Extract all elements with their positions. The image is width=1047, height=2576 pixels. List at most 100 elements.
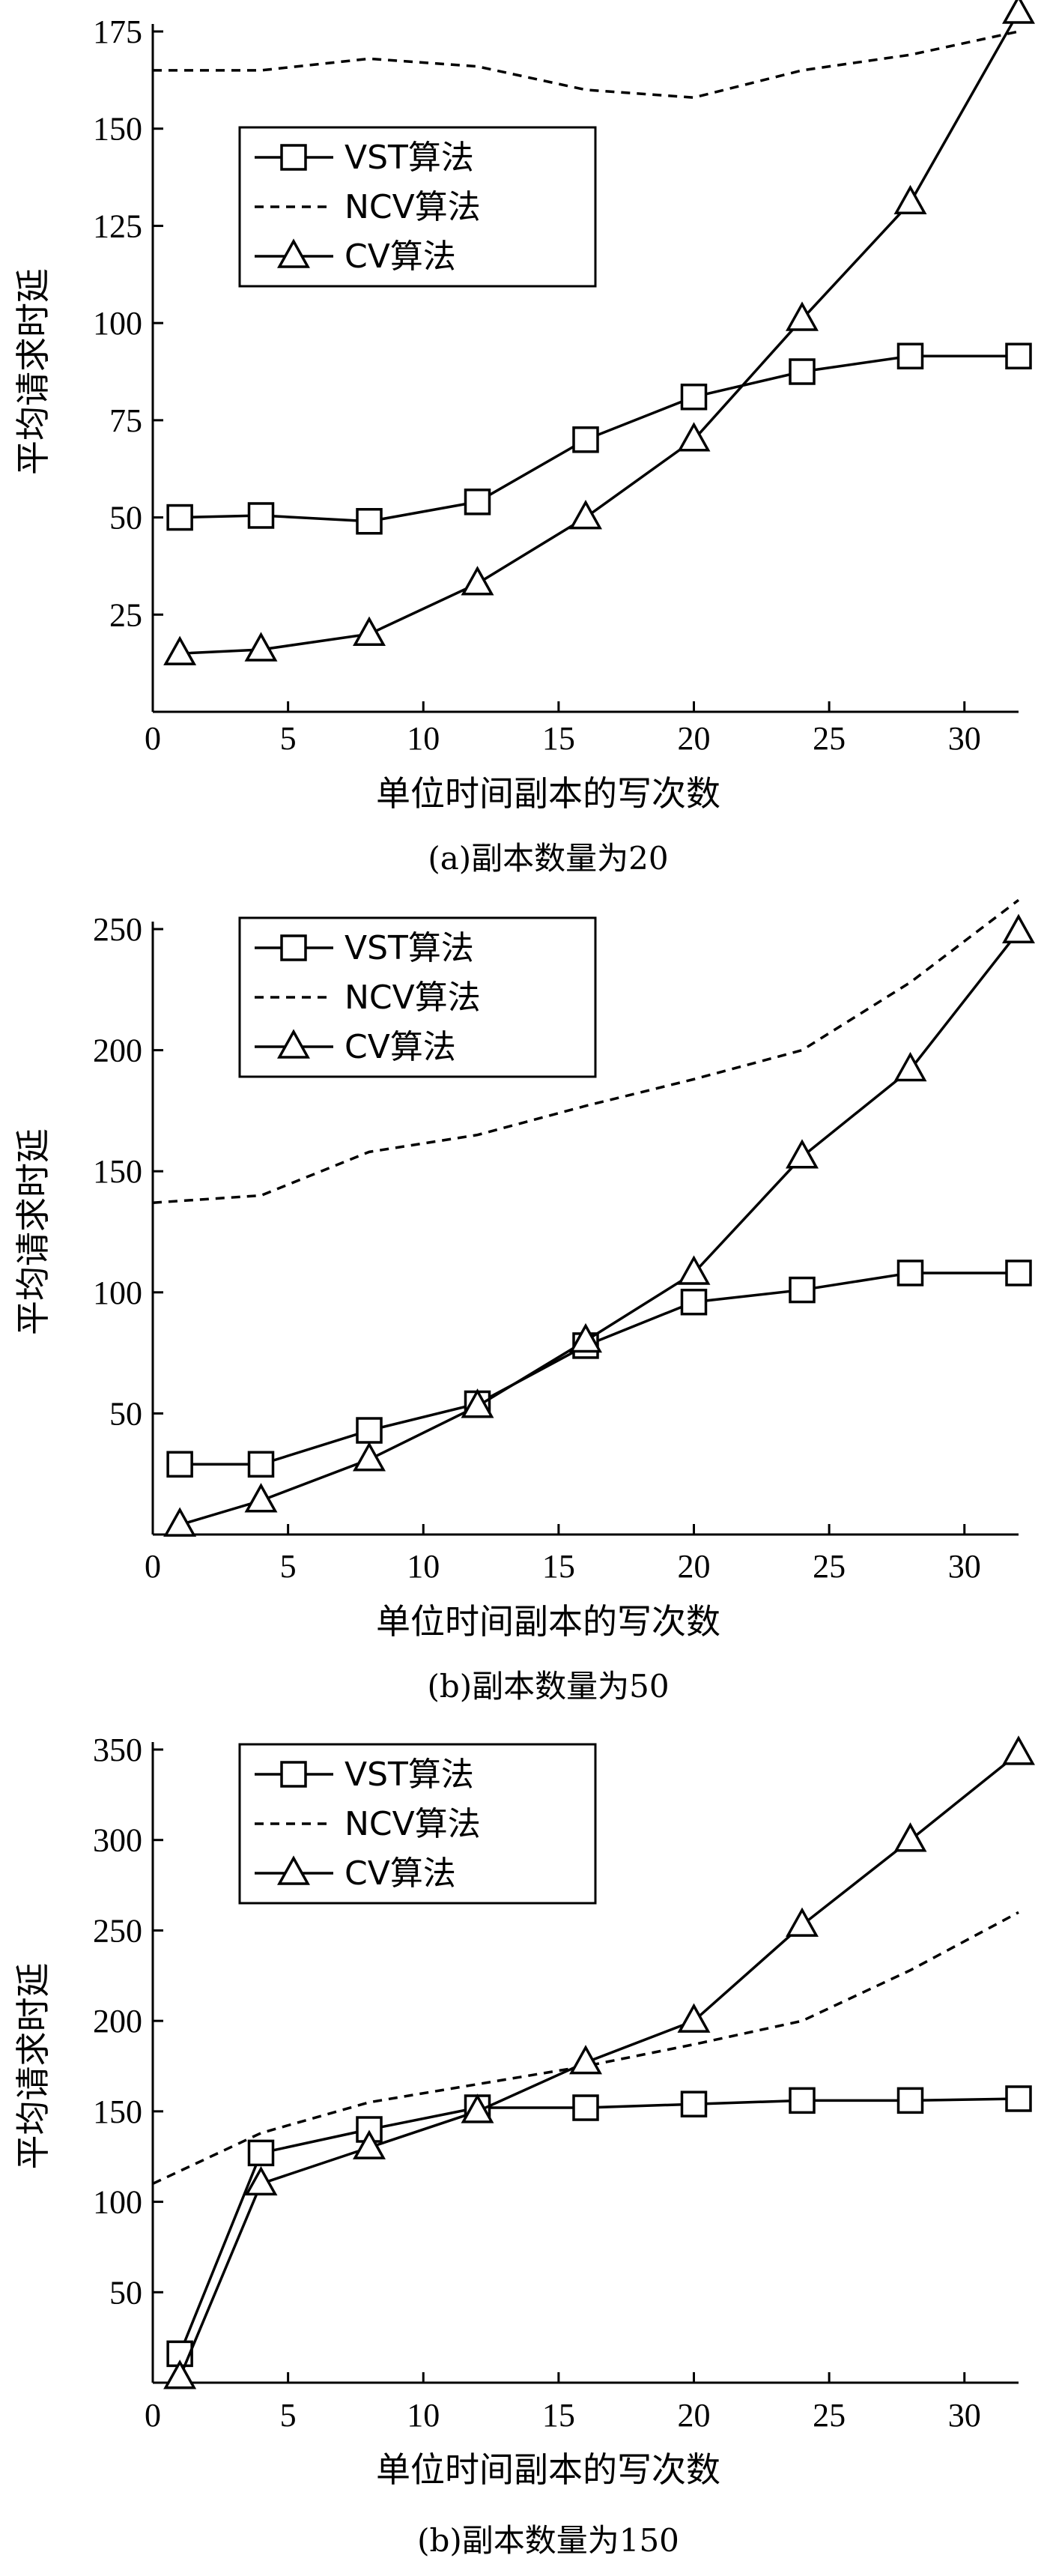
x-tick-label: 25	[813, 1548, 846, 1585]
triangle-marker	[893, 184, 927, 215]
x-axis-label: 单位时间副本的写次数	[376, 1601, 720, 1642]
x-tick-label: 20	[678, 720, 711, 757]
legend-label: NCV算法	[345, 1805, 481, 1843]
x-axis-label: 单位时间副本的写次数	[376, 773, 720, 814]
x-tick-label: 10	[407, 2397, 440, 2434]
series-1	[166, 1260, 1032, 1478]
x-tick-label: 30	[948, 720, 981, 757]
square-marker	[680, 2090, 708, 2117]
y-tick-label: 175	[93, 13, 142, 50]
x-tick-label: 0	[145, 1548, 161, 1585]
legend-label: VST算法	[345, 929, 474, 967]
triangle-marker	[461, 1388, 494, 1418]
triangle-marker	[277, 238, 310, 268]
triangle-marker	[163, 1507, 197, 1537]
y-tick-label: 125	[93, 208, 142, 244]
series-1	[166, 2085, 1032, 2368]
x-tick-label: 0	[145, 2397, 161, 2434]
square-marker	[896, 342, 924, 369]
series-3	[163, 0, 1035, 665]
y-tick-label: 100	[93, 2184, 142, 2221]
legend-label: CV算法	[345, 1028, 456, 1066]
square-marker	[464, 489, 491, 515]
y-tick-label: 50	[109, 500, 142, 536]
triangle-marker	[677, 422, 711, 452]
series-line	[180, 11, 1020, 655]
y-tick-label: 25	[109, 596, 142, 633]
series-line	[153, 30, 1019, 99]
triangle-marker	[1002, 1735, 1035, 1765]
triangle-marker	[277, 1855, 310, 1885]
y-tick-label: 50	[109, 1395, 142, 1432]
square-marker	[680, 383, 708, 411]
series-line	[180, 354, 1019, 523]
chart-caption: (a)副本数量为20	[428, 840, 668, 877]
square-marker	[247, 502, 275, 529]
triangle-marker	[893, 1822, 927, 1852]
series-line	[178, 2097, 1019, 2355]
square-marker	[789, 2087, 816, 2114]
triangle-marker	[786, 1139, 819, 1169]
square-marker	[356, 1417, 383, 1444]
triangle-marker	[786, 1907, 819, 1937]
x-tick-label: 5	[280, 720, 297, 757]
triangle-marker	[1002, 913, 1035, 943]
square-marker	[1005, 1260, 1032, 1287]
y-tick-label: 350	[93, 1732, 142, 1768]
square-marker	[572, 2094, 599, 2121]
legend-label: CV算法	[345, 238, 456, 276]
y-axis-label: 平均请求时延	[13, 1128, 53, 1335]
chart-panel-3: 0 5 10 15 20 25 30 50 100 150 200 250 300 350 单位时间副本的写…	[13, 1732, 1035, 2559]
triangle-marker	[1002, 0, 1035, 24]
y-tick-label: 150	[93, 1153, 142, 1190]
x-tick-label: 25	[813, 2397, 846, 2434]
triangle-marker	[461, 566, 494, 596]
triangle-marker	[786, 301, 819, 331]
y-tick-label: 300	[93, 1822, 142, 1859]
y-tick-label: 200	[93, 2003, 142, 2040]
series-2	[152, 898, 1020, 1204]
triangle-marker	[163, 2359, 197, 2389]
series-3	[163, 913, 1035, 1537]
square-marker	[247, 1451, 275, 1478]
triangle-marker	[277, 1029, 310, 1059]
y-tick-label: 150	[93, 111, 142, 148]
x-tick-label: 30	[948, 1548, 981, 1585]
square-marker	[680, 1288, 708, 1316]
y-tick-label: 75	[109, 402, 142, 439]
square-marker	[1005, 342, 1032, 369]
x-tick-label: 20	[678, 1548, 711, 1585]
square-marker	[247, 2139, 275, 2167]
y-tick-label: 250	[93, 1912, 142, 1949]
x-tick-label: 15	[542, 720, 575, 757]
triangle-marker	[893, 1051, 927, 1082]
triangle-marker	[244, 2165, 278, 2196]
legend-label: CV算法	[345, 1854, 456, 1893]
series-3	[163, 1735, 1035, 2389]
legend-label: NCV算法	[345, 979, 481, 1017]
x-tick-label: 10	[407, 1548, 440, 1585]
y-axis-label: 平均请求时延	[13, 1963, 53, 2170]
x-tick-label: 25	[813, 720, 846, 757]
y-tick-label: 250	[93, 911, 142, 948]
chart-panel-2: 0 5 10 15 20 25 30 50 100 150 200 250 单位时间副本的写次数 平均请求…	[13, 898, 1035, 1705]
triangle-marker	[353, 616, 386, 646]
square-marker	[280, 1761, 307, 1788]
square-marker	[789, 358, 816, 385]
series-line	[180, 1272, 1019, 1466]
triangle-marker	[677, 2003, 711, 2033]
y-tick-label: 100	[93, 1275, 142, 1311]
x-tick-label: 30	[948, 2397, 981, 2434]
y-tick-label: 50	[109, 2274, 142, 2311]
y-tick-label: 200	[93, 1032, 142, 1069]
triangle-marker	[353, 1442, 386, 1472]
legend-label: VST算法	[345, 1756, 474, 1794]
x-tick-label: 5	[280, 1548, 297, 1585]
triangle-marker	[244, 632, 278, 662]
square-marker	[789, 1276, 816, 1304]
legend: VST算法 NCV算法 CV算法	[238, 916, 597, 1078]
y-tick-label: 100	[93, 305, 142, 342]
square-marker	[280, 934, 307, 961]
x-tick-label: 15	[542, 1548, 575, 1585]
